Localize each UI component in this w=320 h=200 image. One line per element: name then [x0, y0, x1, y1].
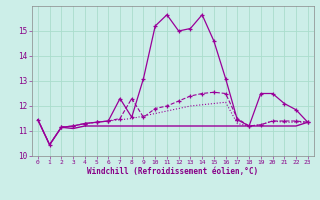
X-axis label: Windchill (Refroidissement éolien,°C): Windchill (Refroidissement éolien,°C)	[87, 167, 258, 176]
